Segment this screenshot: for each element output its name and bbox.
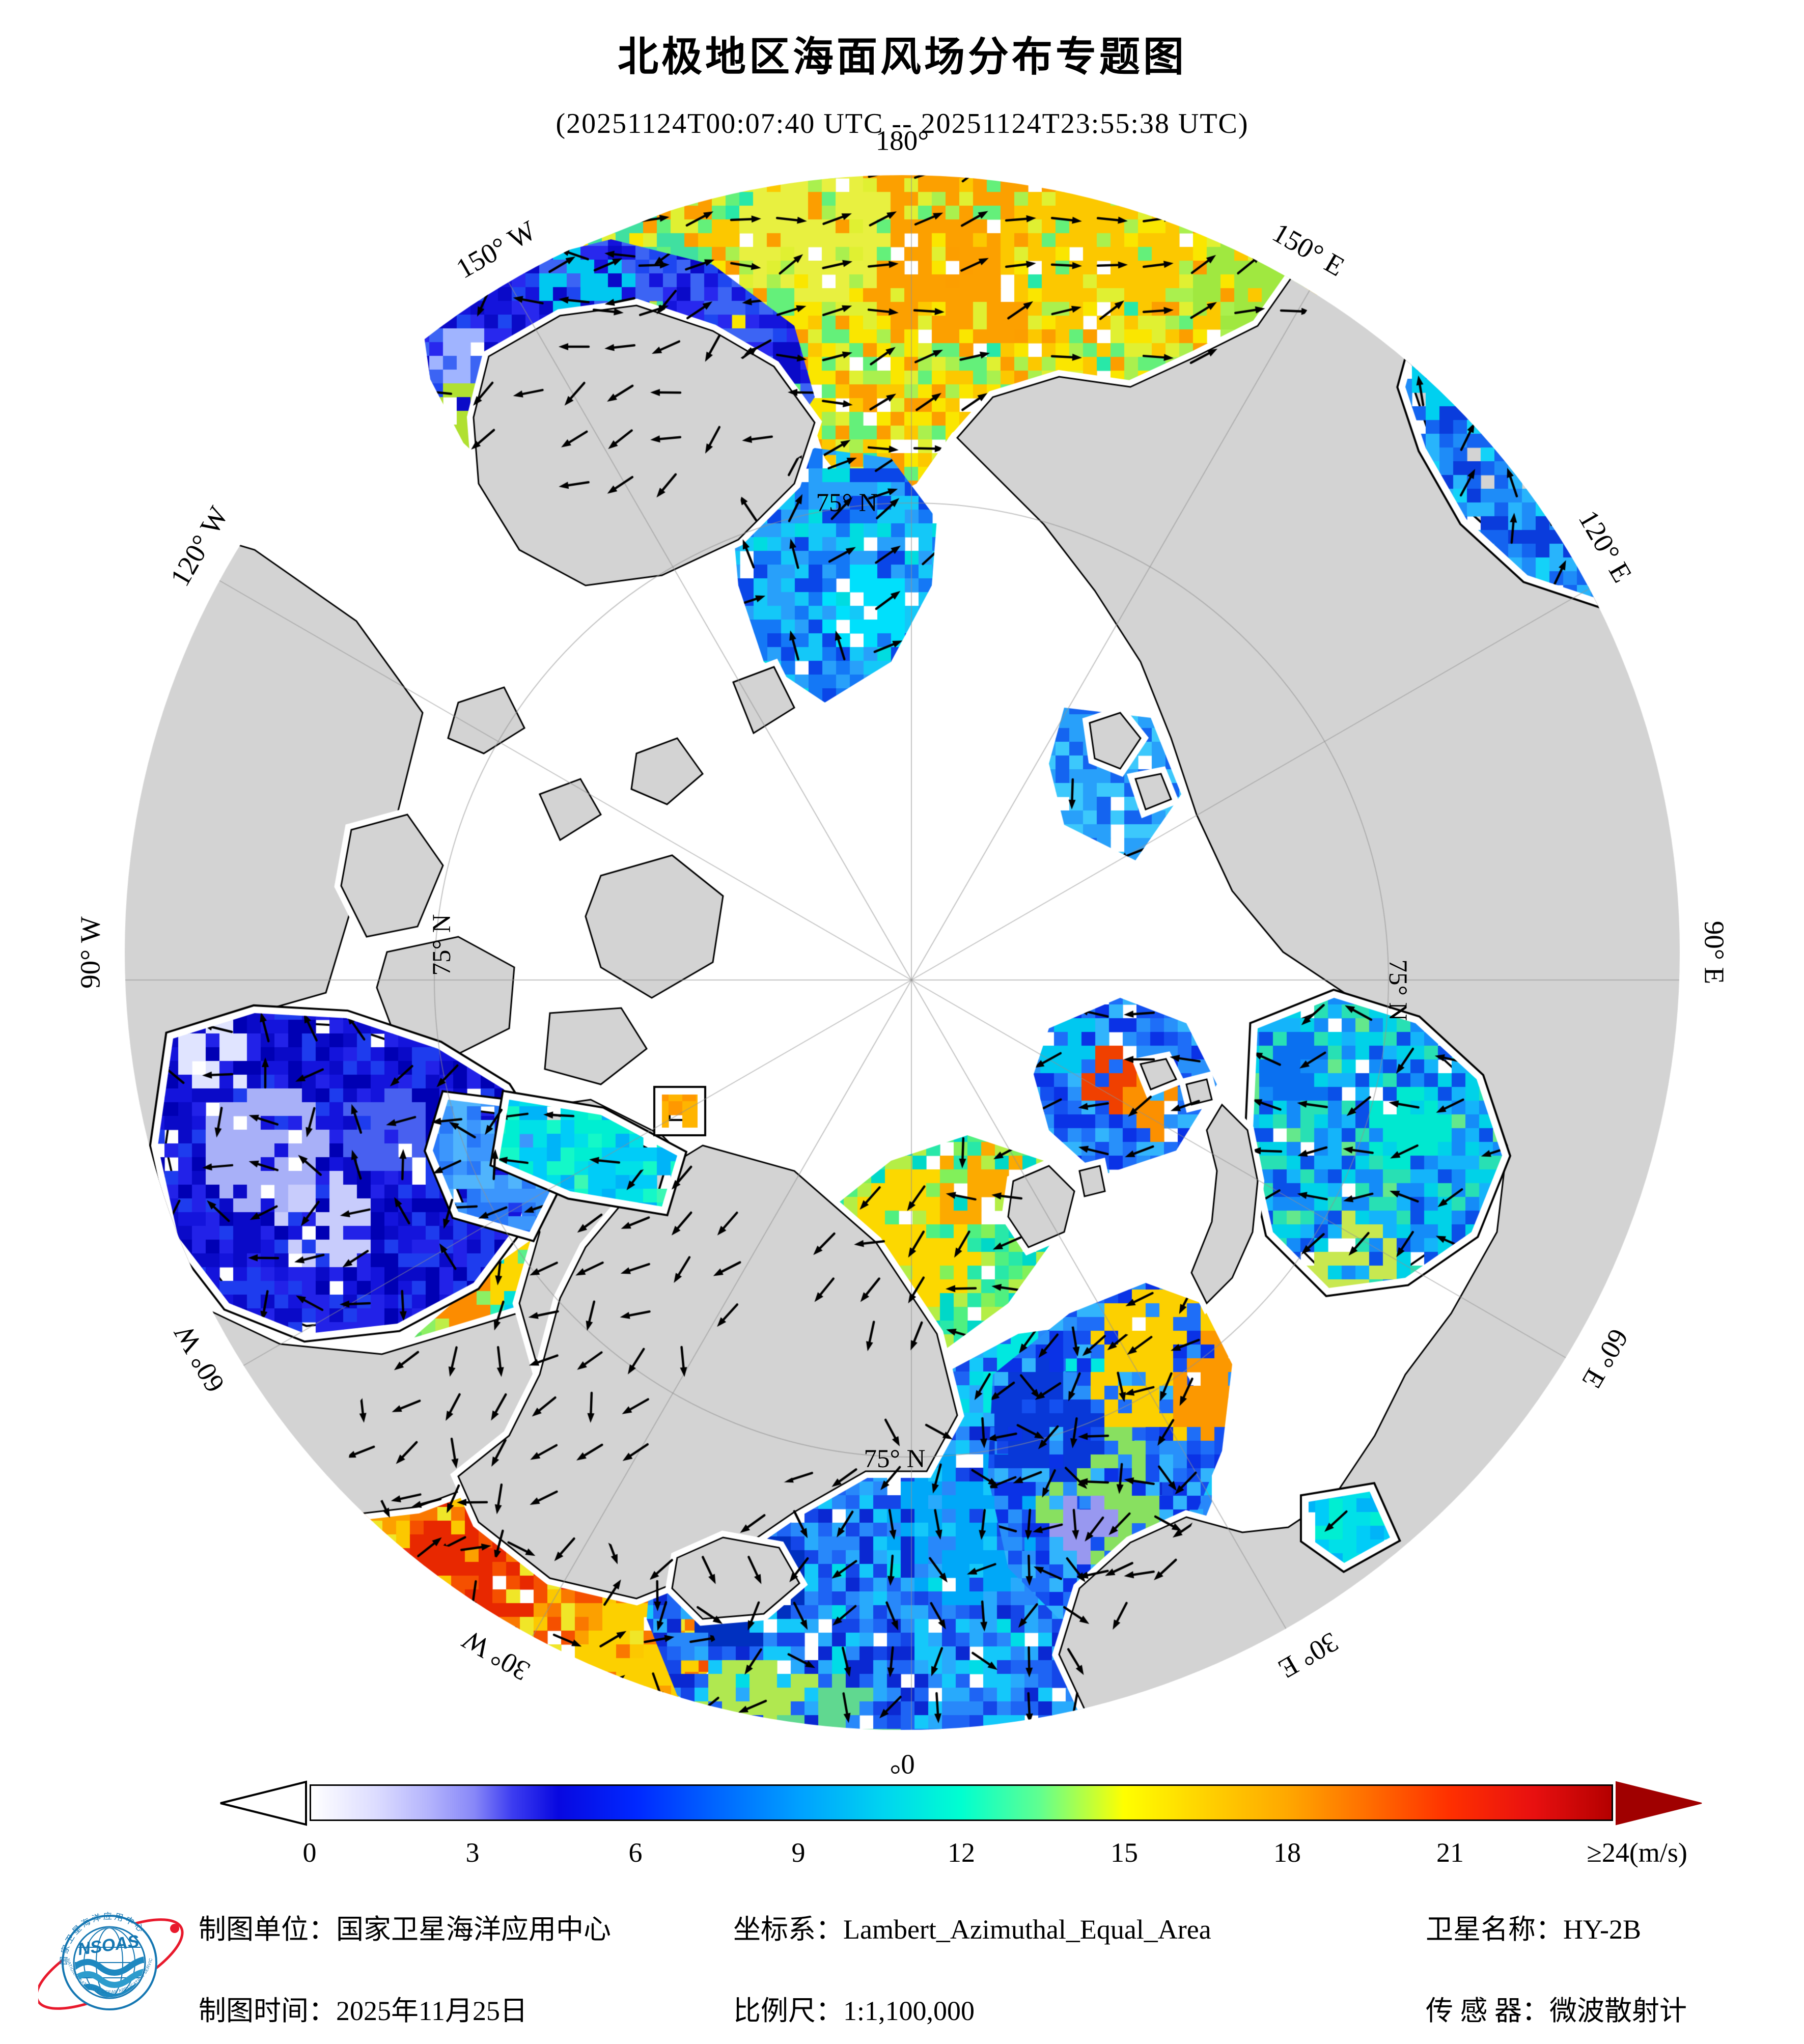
- lat-label-75n-bottom: 75° N: [864, 1445, 926, 1473]
- footer-label: 坐标系：: [733, 1914, 843, 1945]
- footer-value: 2025年11月25日: [336, 1996, 528, 2026]
- footer-mapping-time: 制图时间：2025年11月25日: [199, 1988, 528, 2028]
- lat-label-75n-left: 75° N: [428, 914, 456, 976]
- footer-label: 比例尺：: [733, 1996, 843, 2026]
- footer-label: 传 感 器：: [1426, 1996, 1549, 2026]
- lat-label-75n-right: 75° N: [1383, 959, 1412, 1021]
- lat-label-75n-top: 75° N: [816, 489, 878, 517]
- footer-value: Lambert_Azimuthal_Equal_Area: [843, 1914, 1211, 1945]
- lon-label-0: 0°: [890, 1749, 915, 1780]
- colorbar-tick: 12: [948, 1837, 975, 1868]
- footer-value: 微波散射计: [1549, 1996, 1687, 2026]
- colorbar-overflow-arrow: [1616, 1781, 1702, 1826]
- footer-coordinate-system: 坐标系：Lambert_Azimuthal_Equal_Area: [733, 1907, 1211, 1947]
- footer-value: 1:1,100,000: [843, 1996, 975, 2026]
- footer-label: 制图单位：: [199, 1914, 336, 1945]
- lon-label-90w: 90° W: [74, 916, 106, 989]
- footer-label: 卫星名称：: [1426, 1914, 1563, 1945]
- logo-orbit-satellite-dot: [170, 1924, 179, 1933]
- colorbar-underflow-arrow: [220, 1780, 307, 1826]
- footer-satellite-name: 卫星名称：HY-2B: [1426, 1907, 1641, 1947]
- footer-scale: 比例尺：1:1,100,000: [733, 1988, 975, 2028]
- colorbar-tick: 15: [1111, 1837, 1138, 1868]
- colorbar-gradient: [310, 1784, 1613, 1821]
- colorbar-tick: 18: [1273, 1837, 1301, 1868]
- footer-mapping-unit: 制图单位：国家卫星海洋应用中心: [199, 1907, 611, 1947]
- colorbar-tick: 9: [791, 1837, 806, 1868]
- colorbar-tick: 6: [628, 1837, 643, 1868]
- footer-sensor: 传 感 器：微波散射计: [1426, 1988, 1687, 2028]
- colorbar-tick-max: ≥24(m/s): [1587, 1837, 1687, 1868]
- lon-label-180: 180°: [875, 125, 929, 156]
- lon-label-90e: 90° E: [1699, 920, 1730, 985]
- footer-value: 国家卫星海洋应用中心: [336, 1914, 611, 1945]
- colorbar-tick: 0: [302, 1837, 317, 1868]
- nsoas-logo: NSOAS 国家卫星海洋应用中心 NATIONAL SATELLITE OCEA…: [38, 1879, 184, 2010]
- colorbar-tick: 21: [1436, 1837, 1464, 1868]
- footer-label: 制图时间：: [199, 1996, 336, 2026]
- colorbar-tick: 3: [465, 1837, 480, 1868]
- footer-value: HY-2B: [1563, 1914, 1642, 1945]
